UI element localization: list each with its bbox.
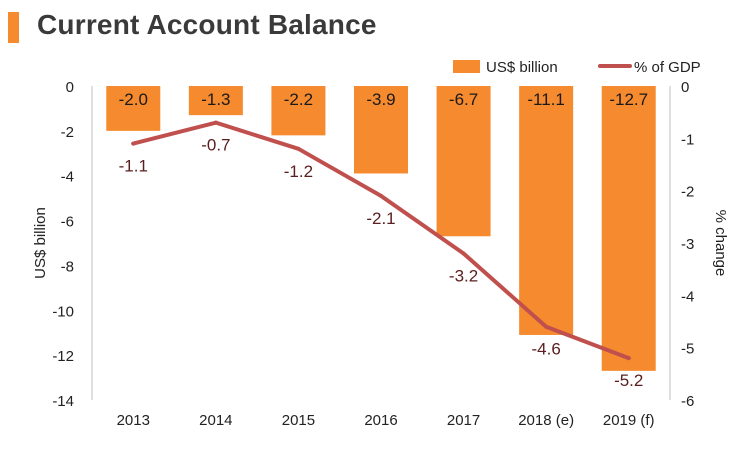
bar [601,86,656,371]
line-value-label: -0.7 [201,136,230,155]
line-value-label: -3.2 [449,266,478,285]
line-point [131,141,136,146]
title-accent-bar [8,12,19,43]
y-tick-label-left: -4 [61,169,74,186]
bar [519,86,574,335]
y-tick-label-right: 0 [681,79,689,96]
y-tick-label-right: -6 [681,393,694,410]
y-tick-label-right: -2 [681,184,694,201]
line-value-label: -4.6 [531,340,560,359]
legend-swatch-bar [453,60,480,73]
y-axis-title-right: % change [712,210,729,277]
chart-title: Current Account Balance [37,9,377,40]
bar-value-label: -12.7 [609,90,648,109]
bar-value-label: -2.2 [284,90,313,109]
y-tick-label-right: -1 [681,131,694,148]
line-point [626,356,631,361]
x-tick-label: 2016 [364,412,397,429]
line-value-label: -1.2 [284,162,313,181]
bar [354,86,408,174]
x-tick-label: 2019 (f) [603,412,655,429]
line-point [296,146,301,151]
line-value-label: -1.1 [119,157,148,176]
bar [106,86,161,131]
y-tick-label-right: -3 [681,236,694,253]
line-point [461,251,466,256]
legend-label-bar: US$ billion [486,59,558,76]
y-tick-label-left: -14 [52,393,74,410]
legend-label-line: % of GDP [634,59,701,76]
line-value-label: -2.1 [366,209,395,228]
x-tick-label: 2014 [199,412,232,429]
y-tick-label-right: -5 [681,341,694,358]
line-point [544,324,549,329]
bar [436,86,491,237]
bar-value-label: -6.7 [449,90,478,109]
bar-value-label: -1.3 [201,90,230,109]
y-tick-label-left: -12 [52,348,74,365]
line-point [379,193,383,198]
line-point [213,120,218,125]
y-tick-label-left: -2 [61,124,74,141]
y-axis-title-left: US$ billion [32,207,49,279]
y-tick-label-left: -8 [61,258,74,275]
bar-value-label: -2.0 [119,90,148,109]
y-tick-label-left: -10 [52,303,74,320]
line-value-label: -5.2 [614,371,643,390]
x-tick-label: 2013 [117,412,150,429]
bar [188,86,243,116]
x-tick-label: 2015 [282,412,315,429]
bar [271,86,326,136]
y-tick-label-left: 0 [66,79,74,96]
x-tick-label: 2017 [447,412,480,429]
bar-value-label: -11.1 [527,90,565,109]
x-tick-label: 2018 (e) [518,412,574,429]
y-tick-label-left: -6 [61,214,74,231]
bar-value-label: -3.9 [366,90,395,109]
y-tick-label-right: -4 [681,288,694,305]
